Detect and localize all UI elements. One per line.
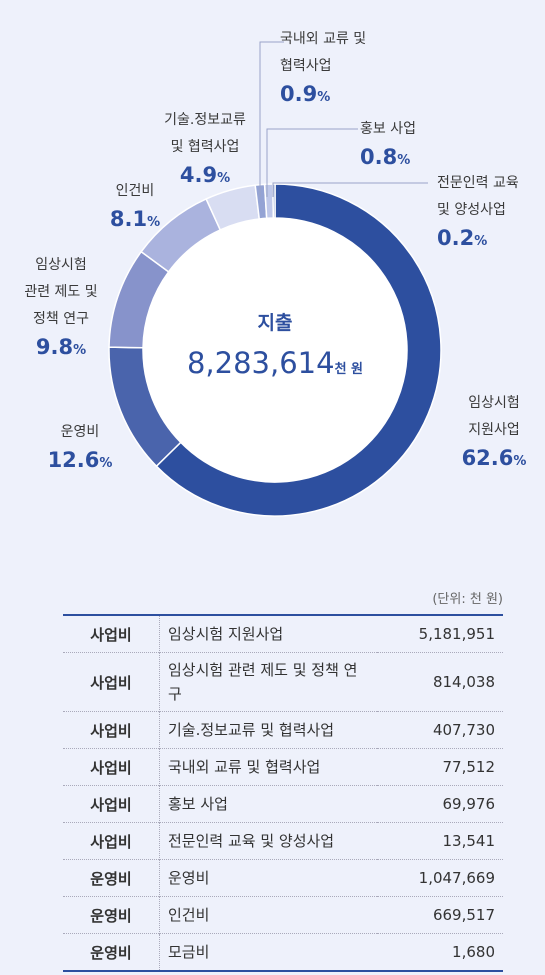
row-value: 814,038 <box>432 673 495 691</box>
center-title: 지출 <box>257 312 293 334</box>
label-intl-exchange: 국내외 교류 및 협력사업 0.9% <box>280 26 400 112</box>
slice-pct: 9.8% <box>35 335 87 359</box>
row-value: 77,512 <box>442 758 496 776</box>
table-row: 사업비 홍보 사업 69,976 <box>63 785 503 823</box>
row-category: 운영비 <box>63 896 160 934</box>
slice-label: 임상시험 관련 제도 및 정책 연구 <box>24 257 98 327</box>
row-category: 사업비 <box>63 711 160 749</box>
slice-pct: 62.6% <box>461 446 527 470</box>
slice-label: 국내외 교류 및 협력사업 <box>280 31 367 74</box>
center-total: 8,283,614천 원 <box>186 346 364 380</box>
table-row: 사업비 국내외 교류 및 협력사업 77,512 <box>63 748 503 786</box>
label-tech-exchange: 기술.정보교류 및 협력사업 4.9% <box>145 107 265 193</box>
label-personnel: 인건비 8.1% <box>90 178 180 237</box>
slice-pct: 0.8% <box>360 145 411 169</box>
table-unit: (단위: 천 원) <box>432 592 503 607</box>
slice-label: 전문인력 교육 및 양성사업 <box>437 175 519 218</box>
slice-label: 운영비 <box>60 424 100 440</box>
table-row: 사업비 임상시험 관련 제도 및 정책 연구 814,038 <box>63 652 503 712</box>
slice-pct: 0.9% <box>280 82 331 106</box>
row-value: 407,730 <box>432 721 495 739</box>
slice-label: 기술.정보교류 및 협력사업 <box>164 112 246 155</box>
label-training: 전문인력 교육 및 양성사업 0.2% <box>437 170 542 256</box>
row-item: 전문인력 교육 및 양성사업 <box>168 832 335 850</box>
donut-hole <box>143 218 407 482</box>
table-row: 사업비 임상시험 지원사업 5,181,951 <box>63 615 503 653</box>
donut-slice-6 <box>263 183 275 220</box>
row-item: 운영비 <box>168 869 210 887</box>
slice-pct: 4.9% <box>179 163 231 187</box>
slice-pct: 8.1% <box>109 207 161 231</box>
slice-pct: 12.6% <box>47 448 113 472</box>
slice-label: 임상시험 지원사업 <box>468 395 520 438</box>
row-category: 사업비 <box>63 615 160 653</box>
row-value: 1,047,669 <box>418 869 495 887</box>
leader-line-intl <box>259 41 284 197</box>
row-value: 1,680 <box>452 943 495 961</box>
label-clinical-support: 임상시험 지원사업 62.6% <box>444 390 544 476</box>
row-value: 5,181,951 <box>418 625 495 643</box>
row-category: 사업비 <box>63 822 160 860</box>
table-row: 사업비 기술.정보교류 및 협력사업 407,730 <box>63 711 503 749</box>
row-item: 기술.정보교류 및 협력사업 <box>168 721 335 739</box>
row-category: 운영비 <box>63 859 160 897</box>
table-row: 사업비 전문인력 교육 및 양성사업 13,541 <box>63 822 503 860</box>
row-item: 인건비 <box>168 906 210 924</box>
row-item: 국내외 교류 및 협력사업 <box>168 758 321 776</box>
row-value: 69,976 <box>442 795 496 813</box>
row-category: 사업비 <box>63 748 160 786</box>
row-item: 임상시험 지원사업 <box>168 625 284 643</box>
leader-line-training <box>272 182 428 197</box>
expense-table: 사업비 임상시험 지원사업 5,181,951 사업비 임상시험 관련 제도 및 정책… <box>63 614 503 972</box>
label-operating: 운영비 12.6% <box>30 419 130 478</box>
table-row: 운영비 운영비 1,047,669 <box>63 859 503 897</box>
row-item: 홍보 사업 <box>168 795 228 813</box>
row-value: 669,517 <box>432 906 495 924</box>
row-value: 13,541 <box>442 832 496 850</box>
label-policy-research: 임상시험 관련 제도 및 정책 연구 9.8% <box>6 252 116 365</box>
row-category: 사업비 <box>63 785 160 823</box>
slice-pct: 0.2% <box>437 226 488 250</box>
row-category: 사업비 <box>63 652 160 712</box>
label-pr: 홍보 사업 0.8% <box>360 116 440 175</box>
slice-label: 홍보 사업 <box>360 121 416 137</box>
row-item: 임상시험 관련 제도 및 정책 연구 <box>168 661 358 703</box>
leader-line-pr <box>266 128 358 197</box>
table-row: 운영비 인건비 669,517 <box>63 896 503 934</box>
slice-label: 인건비 <box>115 183 155 199</box>
table-row: 운영비 모금비 1,680 <box>63 933 503 971</box>
row-item: 모금비 <box>168 943 210 961</box>
donut-chart <box>108 41 442 517</box>
row-category: 운영비 <box>63 933 160 971</box>
